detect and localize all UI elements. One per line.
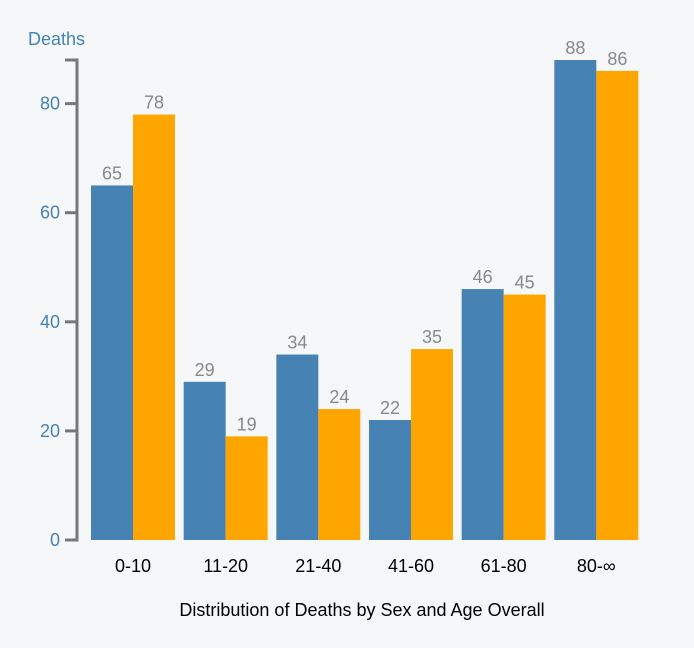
bar [461, 289, 504, 540]
bar-value-label: 45 [515, 273, 535, 293]
x-category-label: 11-20 [203, 556, 248, 576]
bar [276, 354, 319, 540]
x-category-label: 61-80 [481, 556, 527, 576]
bar-value-label: 46 [473, 267, 493, 287]
y-axis-line [65, 58, 79, 542]
x-category-label: 80-∞ [577, 556, 616, 576]
bar-value-label: 86 [607, 49, 627, 69]
bar [411, 349, 453, 540]
bar [183, 381, 226, 540]
bar [369, 420, 411, 540]
category-labels-group: 0-10 11-20 21-40 41-60 61-80 80-∞ [115, 556, 616, 576]
bar [596, 70, 639, 540]
bar-value-label: 34 [287, 333, 307, 353]
bar [225, 436, 268, 540]
bar-value-label: 29 [195, 360, 215, 380]
bar-value-label: 19 [237, 414, 257, 434]
y-tick-label: 40 [40, 312, 60, 332]
bar-value-label: 78 [144, 93, 164, 113]
bar [503, 294, 546, 540]
y-tick-label: 80 [40, 94, 60, 114]
x-category-label: 41-60 [388, 556, 434, 576]
bar-value-label: 65 [102, 163, 122, 183]
y-tick-label: 60 [40, 203, 60, 223]
bar-value-label: 35 [422, 327, 442, 347]
bar-value-label: 24 [329, 387, 349, 407]
bar [133, 114, 175, 540]
bar [91, 185, 133, 541]
bar [318, 409, 361, 540]
bar-value-label: 22 [380, 398, 400, 418]
y-tick-label: 0 [50, 530, 60, 550]
y-axis: 0 20 40 60 80 [40, 58, 79, 550]
bar-labels-group: 65 78 29 19 34 24 22 35 46 45 88 86 [102, 38, 627, 434]
bars-group [91, 60, 639, 541]
x-category-label: 21-40 [295, 556, 341, 576]
y-tick-label: 20 [40, 421, 60, 441]
bar-value-label: 88 [565, 38, 585, 58]
x-category-label: 0-10 [115, 556, 151, 576]
x-axis-title: Distribution of Deaths by Sex and Age Ov… [179, 600, 544, 620]
y-axis-title: Deaths [28, 29, 85, 49]
bar [554, 60, 597, 540]
